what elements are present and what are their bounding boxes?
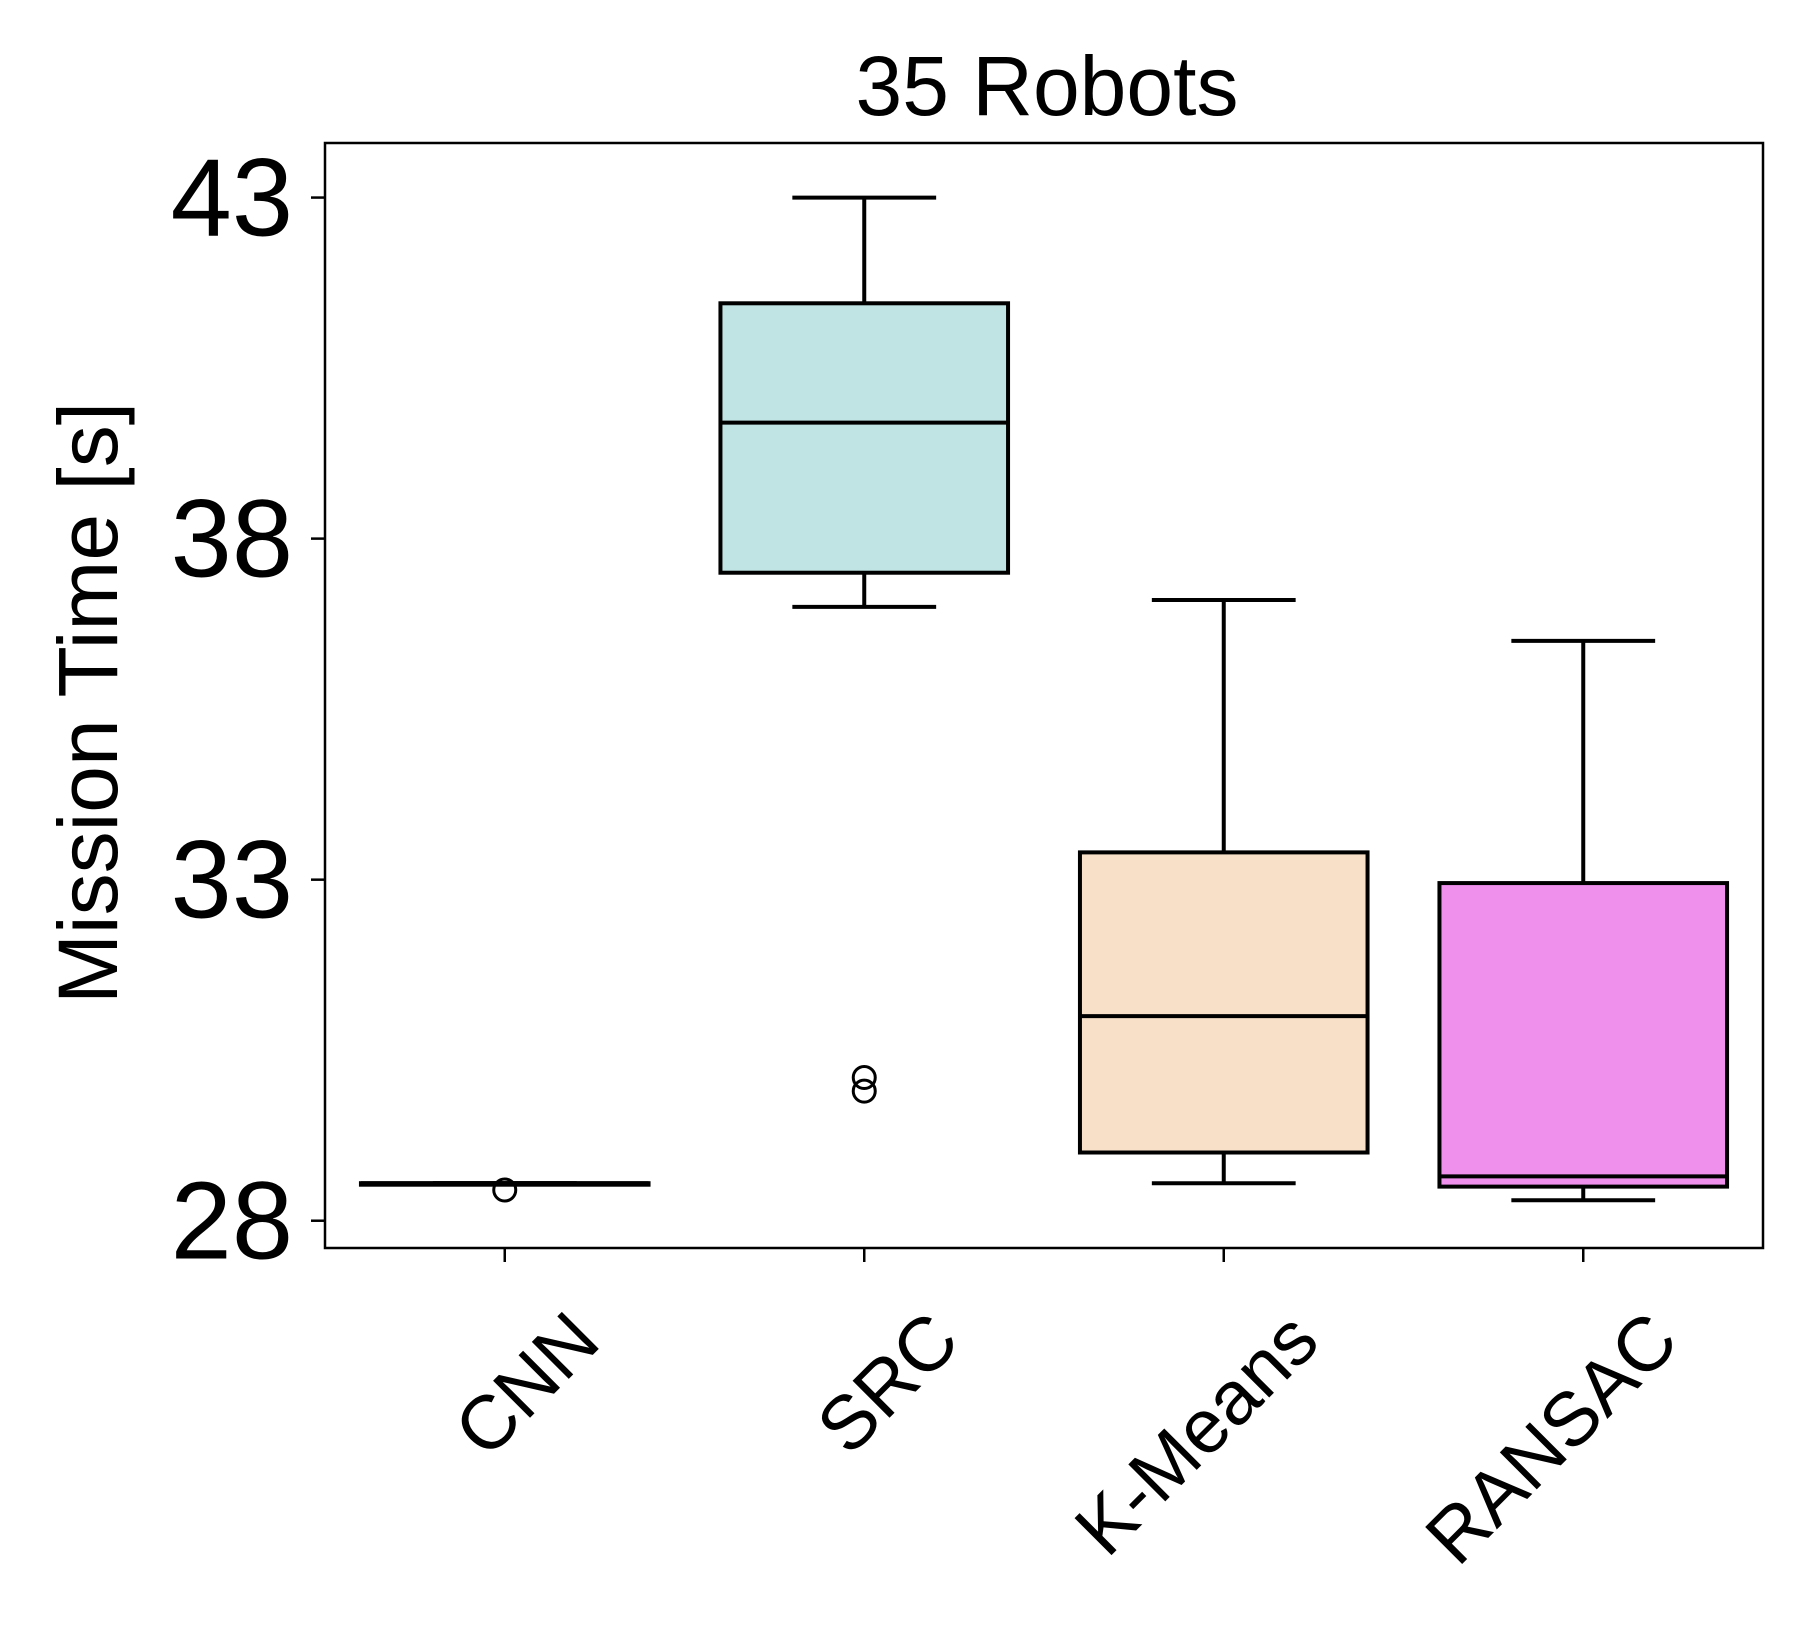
chart-title: 35 Robots	[856, 39, 1239, 133]
iqr-box	[1437, 881, 1730, 1189]
x-tick-label: SRC	[801, 1296, 975, 1470]
y-tick-label: 33	[171, 819, 293, 942]
iqr-box	[1077, 850, 1370, 1155]
x-tick-label: K-Means	[1059, 1296, 1334, 1571]
box-group-src	[718, 195, 1011, 1104]
y-tick-label: 43	[171, 137, 293, 260]
x-tick-label: RANSAC	[1410, 1296, 1694, 1580]
x-tick-label: CNN	[439, 1296, 616, 1473]
iqr-box	[718, 301, 1011, 575]
y-tick-label: 28	[171, 1160, 293, 1283]
y-axis-label: Mission Time [s]	[41, 402, 135, 1004]
box-group-k-means	[1077, 598, 1370, 1186]
plot-frame	[323, 141, 1765, 1250]
outlier-point	[851, 1078, 877, 1104]
outlier-point	[492, 1177, 518, 1203]
plot-area: 28 33 38 43 CNN SRC K-Means RANSAC	[171, 137, 1765, 1580]
box-group-cnn	[358, 1177, 651, 1203]
y-tick-label: 38	[171, 478, 293, 601]
box-group-ransac	[1437, 638, 1730, 1203]
outlier-point	[851, 1064, 877, 1090]
